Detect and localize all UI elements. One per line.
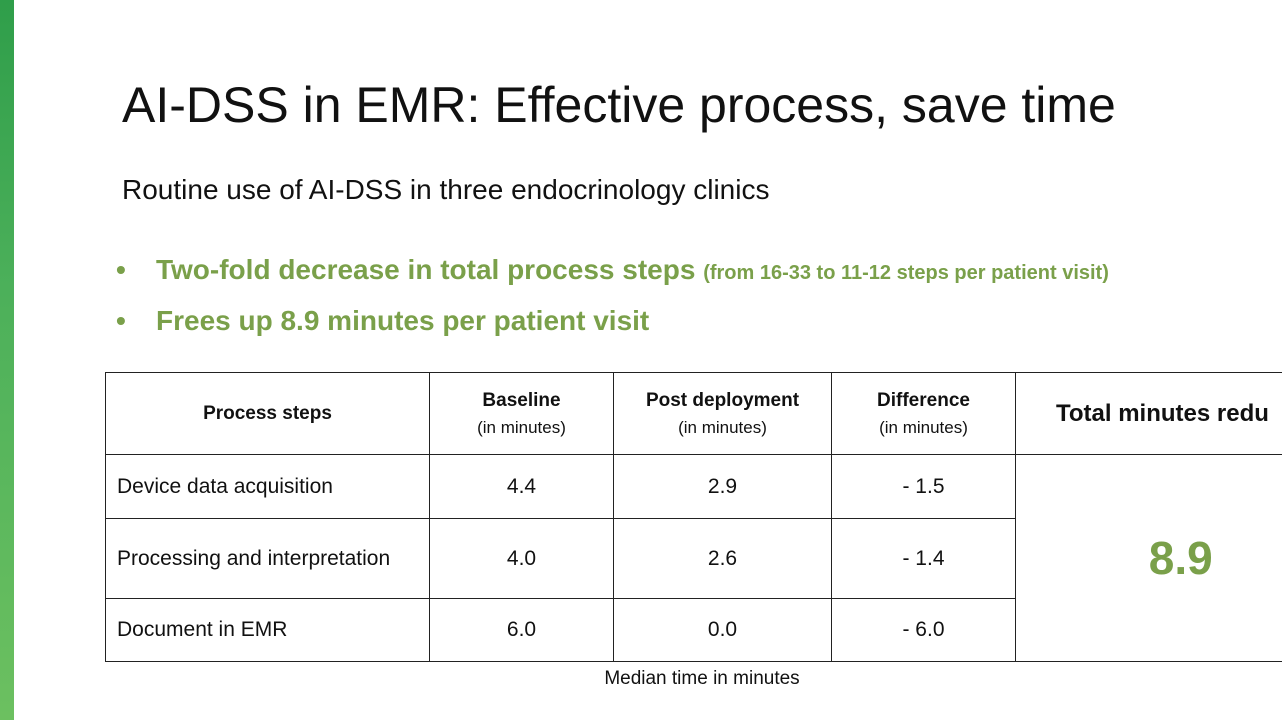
header-cell: Post deployment (in minutes) [613,372,832,455]
header-label: Post deployment [645,389,800,411]
cell: 4.4 [429,454,614,519]
subtitle: Routine use of AI-DSS in three endocrino… [122,174,770,205]
header-unit: (in minutes) [477,417,566,437]
bullet-text: Frees up 8.9 minutes per patient visit [156,305,650,336]
table-wrap: Process steps Baseline (in minutes) Post … [105,372,1282,664]
caption: Median time in minutes [604,668,800,689]
side-strip [0,0,14,720]
cell: 2.6 [613,518,832,599]
header-unit: (in minutes) [879,417,968,437]
row: Document in EMR 6.0 0.0 - 6.0 [105,598,1282,662]
table: Process steps Baseline (in minutes) Post … [105,372,1282,662]
header-unit: (in minutes) [678,417,767,437]
header-label: Baseline [482,389,561,411]
cell: 2.9 [613,454,832,519]
title: AI-DSS in EMR: Effective process, save t… [122,77,1116,133]
header-cell: Process steps [105,372,430,455]
row: Processing and interpretation 4.0 2.6 - … [105,518,1282,599]
cell: - 1.5 [831,454,1016,519]
bullet-note: (from 16-33 to 11-12 steps per patient v… [703,262,1109,284]
row: Device data acquisition 4.4 2.9 - 1.5 8.… [105,454,1282,662]
header-label: Difference [877,389,970,411]
header-row: Process steps Baseline (in minutes) Post … [105,372,1282,455]
cell: 6.0 [429,598,614,662]
bullet: • Frees up 8.9 minutes per patient visit [116,305,650,336]
header-cell: Baseline (in minutes) [429,372,614,455]
header-cell: Difference (in minutes) [831,372,1016,455]
bullet: • Two-fold decrease in total process step… [116,254,1109,285]
total-cell: 8.9 [1015,454,1282,662]
cell: Document in EMR [105,598,430,662]
bullet-text: Two-fold decrease in total process steps [156,254,696,285]
cell: - 1.4 [831,518,1016,599]
cell: Device data acquisition [105,454,430,519]
cell: Processing and interpretation [105,518,430,599]
cell: 0.0 [613,598,832,662]
cell: 4.0 [429,518,614,599]
cell: - 6.0 [831,598,1016,662]
header-cell: Total minutes redu [1015,372,1282,455]
